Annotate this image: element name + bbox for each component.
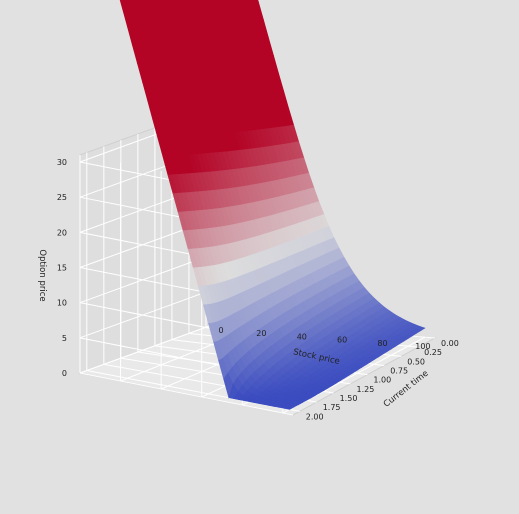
y-tick-label: 1.75: [323, 403, 341, 412]
y-tick-label: 0.00: [441, 339, 459, 348]
grid-line: [79, 320, 224, 374]
x-tick-label: 100: [415, 342, 430, 351]
z-axis-label: Option price: [37, 249, 47, 301]
z-tick-label: 30: [57, 158, 67, 167]
x-tick-label: 80: [377, 339, 387, 348]
y-tick-label: 0.25: [424, 348, 442, 357]
x-tick-label: 40: [297, 333, 307, 342]
x-tick-label: 60: [337, 336, 347, 345]
y-tick-label: 0.50: [407, 357, 425, 366]
y-tick-label: 1.25: [357, 385, 375, 394]
z-tick-label: 0: [62, 369, 67, 378]
grid-line: [79, 372, 294, 416]
x-tick-label: 20: [256, 329, 266, 338]
surface-patch: [283, 405, 295, 410]
z-tick-label: 5: [62, 334, 67, 343]
z-tick-label: 25: [57, 193, 67, 202]
x-tick-label: 0: [218, 326, 223, 335]
y-tick-label: 1.50: [340, 394, 358, 403]
y-tick-label: 0.75: [390, 367, 408, 376]
z-tick-label: 15: [57, 264, 67, 273]
y-tick-label: 2.00: [306, 412, 324, 421]
z-tick-label: 10: [57, 299, 67, 308]
grid-line: [79, 285, 224, 339]
option-price-surface: [119, 0, 426, 410]
z-tick-label: 20: [57, 228, 67, 237]
y-tick-label: 1.00: [373, 376, 391, 385]
tick-labels: 0 20 40 60 80 100 0.000.250.500.751.001.251.50…: [57, 158, 459, 421]
